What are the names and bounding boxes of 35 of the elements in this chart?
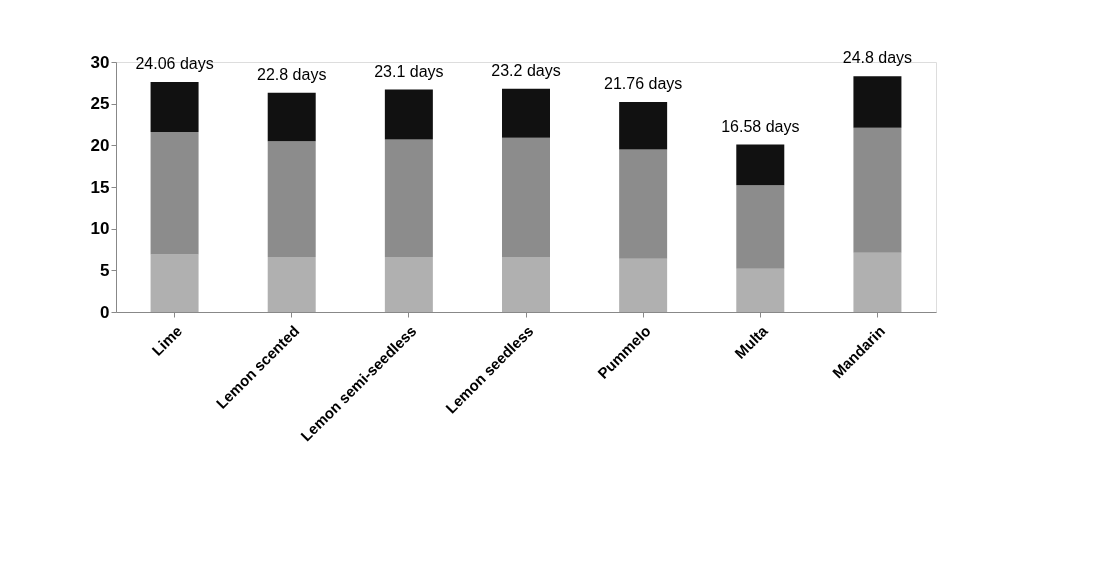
y-tick-label: 0 [100, 302, 110, 322]
bar [853, 127, 902, 253]
y-tick-label: 5 [100, 260, 110, 280]
bar [736, 185, 785, 269]
bar [502, 257, 550, 312]
bar [853, 76, 902, 128]
bar [150, 132, 199, 255]
annotation: 24.06 days [135, 55, 214, 72]
annotation: 21.76 days [604, 75, 683, 92]
bar [150, 82, 199, 132]
annotation: 23.2 days [491, 61, 561, 79]
bar [267, 92, 316, 142]
bar [619, 149, 668, 259]
bar [502, 88, 550, 138]
y-tick-label: 20 [90, 135, 110, 155]
bar [267, 257, 316, 312]
bar [150, 254, 199, 312]
annotation: 23.1 days [374, 62, 444, 80]
bar [853, 252, 902, 312]
bar [736, 268, 785, 312]
annotation: 22.8 days [257, 65, 327, 83]
y-tick-label: 15 [90, 177, 110, 197]
y-tick-label: 10 [90, 219, 110, 239]
bar [384, 139, 433, 257]
annotation: 16.58 days [721, 117, 800, 135]
y-tick-label: 25 [90, 94, 110, 114]
y-tick-label: 30 [90, 52, 110, 72]
bar [384, 89, 433, 140]
annotation: 24.8 days [842, 49, 913, 67]
bar [619, 258, 668, 312]
bar [736, 144, 785, 186]
bar [384, 257, 433, 312]
bar [502, 137, 550, 257]
bar [267, 141, 316, 257]
bar [619, 102, 668, 150]
